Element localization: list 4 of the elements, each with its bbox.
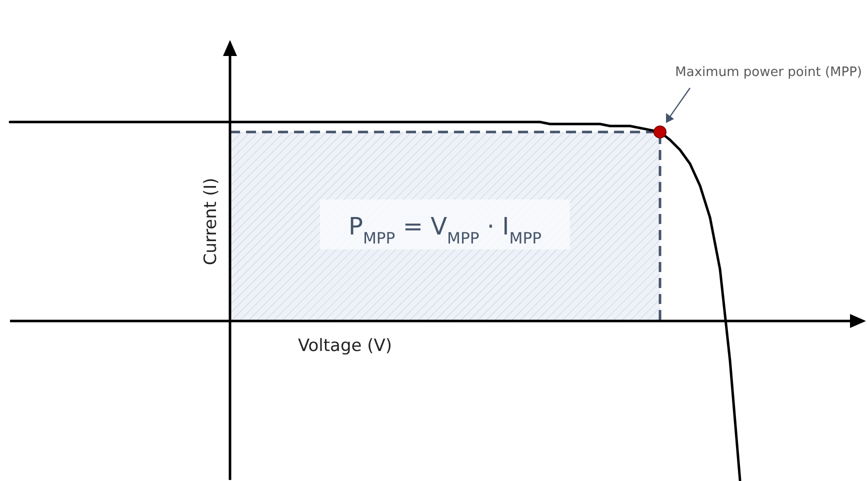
y-axis-title: Current (I) bbox=[201, 178, 221, 266]
x-axis-title: Voltage (V) bbox=[298, 336, 392, 356]
annotation: P$_{MPP}$ = V$_{MPP}$ · I$_{MPP}$ bbox=[348, 212, 542, 248]
text: Maximum power point (MPP) bbox=[675, 65, 862, 80]
